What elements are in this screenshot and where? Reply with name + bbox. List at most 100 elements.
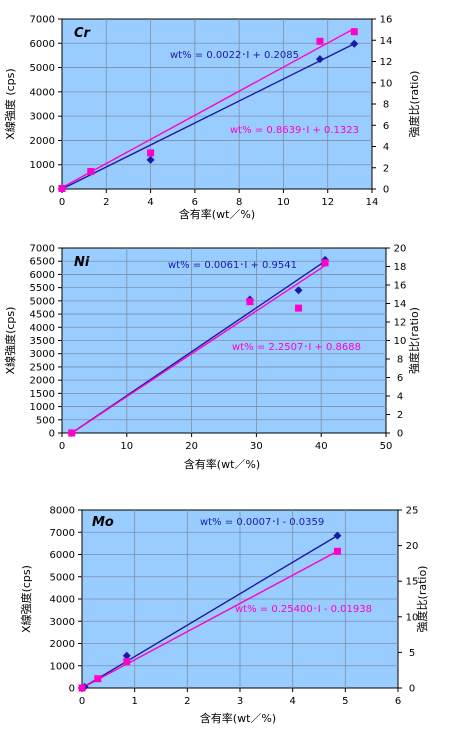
x-tick-label: 0 (59, 197, 65, 208)
y-left-tick-label: 4500 (30, 310, 55, 321)
chart-cr: 0 2 4 6 8 10 12 14 0 1000 2000 3000 4000 5000 6000 7000… (3, 15, 421, 222)
y-left-tick-label: 2500 (30, 362, 55, 373)
x-tick-label: 3 (237, 696, 243, 707)
y-left-tick-label: 1000 (50, 661, 75, 672)
y-left-tick-label: 7000 (50, 528, 75, 539)
y-left-tick-label: 6000 (30, 39, 55, 50)
fit-line-ratio (81, 550, 338, 689)
x-tick-label: 6 (395, 696, 401, 707)
y-left-tick-label: 6000 (50, 550, 75, 561)
x-tick-label: 50 (380, 441, 393, 452)
y-right-tick-label: 25 (406, 506, 419, 517)
y-left-axis-label: X線強度 (cps) (3, 68, 17, 139)
element-label: Ni (74, 255, 90, 270)
data-point-ratio (123, 658, 131, 666)
data-point-ratio (87, 167, 95, 175)
y-right-tick-label: 10 (380, 78, 393, 89)
x-tick-label: 4 (289, 696, 295, 707)
regression-equation: wt% = 0.0022･I + 0.2085 (170, 50, 299, 61)
x-tick-label: 4 (147, 197, 153, 208)
y-left-tick-label: 4000 (30, 323, 55, 334)
x-tick-label: 0 (59, 441, 65, 452)
y-left-tick-label: 8000 (50, 506, 75, 517)
data-point-cps (294, 286, 303, 295)
data-point-cps (350, 39, 359, 48)
element-label: Mo (92, 515, 114, 530)
x-axis-label: 含有率(wt／%) (200, 711, 276, 725)
chart-mo: 0 1 2 3 4 5 6010002000300040005000600070008000… (19, 506, 429, 726)
regression-equation: wt% = 0.8639･I + 0.1323 (230, 125, 359, 136)
data-point-ratio (350, 28, 358, 36)
y-right-tick-label: 10 (394, 336, 407, 347)
y-left-tick-label: 5000 (30, 296, 55, 307)
y-left-tick-label: 2000 (30, 376, 55, 387)
fit-line-cps (61, 43, 355, 190)
y-right-tick-label: 4 (383, 142, 389, 153)
regression-equation: wt% = 0.25400･I - 0.01938 (235, 604, 372, 615)
y-right-tick-label: 18 (394, 262, 407, 273)
y-right-tick-label: 0 (397, 429, 403, 440)
y-left-tick-label: 0 (49, 429, 55, 440)
y-right-tick-label: 14 (380, 36, 393, 47)
y-right-tick-label: 12 (394, 318, 407, 329)
x-tick-label: 12 (321, 197, 334, 208)
y-right-tick-label: 5 (409, 648, 415, 659)
data-point-ratio (78, 684, 86, 692)
x-tick-label: 2 (103, 197, 109, 208)
y-right-tick-label: 8 (383, 100, 389, 111)
y-left-axis-label: X線強度(cps) (19, 565, 33, 633)
y-left-tick-label: 5500 (30, 283, 55, 294)
data-point-cps (333, 531, 342, 540)
y-left-tick-label: 5000 (50, 572, 75, 583)
y-right-tick-label: 2 (383, 163, 389, 174)
y-right-tick-label: 16 (394, 281, 407, 292)
x-axis-label: 含有率(wt／%) (184, 457, 260, 471)
element-label: Cr (74, 26, 92, 41)
y-right-tick-label: 10 (406, 612, 419, 623)
y-right-tick-label: 2 (397, 410, 403, 421)
data-point-ratio (94, 675, 102, 683)
y-right-tick-label: 12 (380, 57, 393, 68)
y-left-tick-label: 3000 (30, 349, 55, 360)
y-left-tick-label: 6500 (30, 257, 55, 268)
regression-equation: wt% = 2.2507･I + 0.8688 (232, 342, 361, 353)
data-point-cps (146, 155, 155, 164)
y-right-tick-label: 0 (409, 684, 415, 695)
data-point-ratio (246, 298, 254, 306)
data-point-ratio (333, 547, 341, 555)
x-tick-label: 2 (184, 696, 190, 707)
x-tick-label: 1 (131, 696, 137, 707)
data-point-ratio (316, 37, 324, 45)
y-right-tick-label: 16 (380, 15, 393, 26)
y-right-tick-label: 14 (394, 299, 407, 310)
data-point-ratio (295, 304, 303, 312)
data-point-cps (122, 651, 131, 660)
y-left-tick-label: 0 (69, 684, 75, 695)
y-right-tick-label: 0 (383, 185, 389, 196)
y-left-tick-label: 4000 (30, 87, 55, 98)
data-point-ratio (147, 149, 155, 157)
data-point-ratio (321, 259, 329, 267)
y-left-tick-label: 7000 (30, 244, 55, 255)
y-right-tick-label: 8 (397, 355, 403, 366)
x-tick-label: 20 (185, 441, 198, 452)
y-left-tick-label: 3000 (50, 617, 75, 628)
y-left-tick-label: 7000 (30, 15, 55, 26)
x-tick-label: 5 (342, 696, 348, 707)
y-right-tick-label: 20 (394, 244, 407, 255)
x-axis-label: 含有率(wt／%) (179, 207, 255, 221)
y-left-tick-label: 6000 (30, 270, 55, 281)
y-left-tick-label: 2000 (30, 136, 55, 147)
x-tick-label: 6 (192, 197, 198, 208)
y-left-tick-label: 0 (49, 185, 55, 196)
x-tick-label: 8 (236, 197, 242, 208)
y-left-tick-label: 5000 (30, 63, 55, 74)
x-tick-label: 14 (366, 197, 379, 208)
y-left-tick-label: 1000 (30, 160, 55, 171)
y-right-tick-label: 6 (383, 121, 389, 132)
x-tick-label: 40 (315, 441, 328, 452)
x-tick-label: 10 (120, 441, 133, 452)
x-tick-label: 0 (79, 696, 85, 707)
regression-equation: wt% = 0.0061･I + 0.9541 (168, 260, 297, 271)
